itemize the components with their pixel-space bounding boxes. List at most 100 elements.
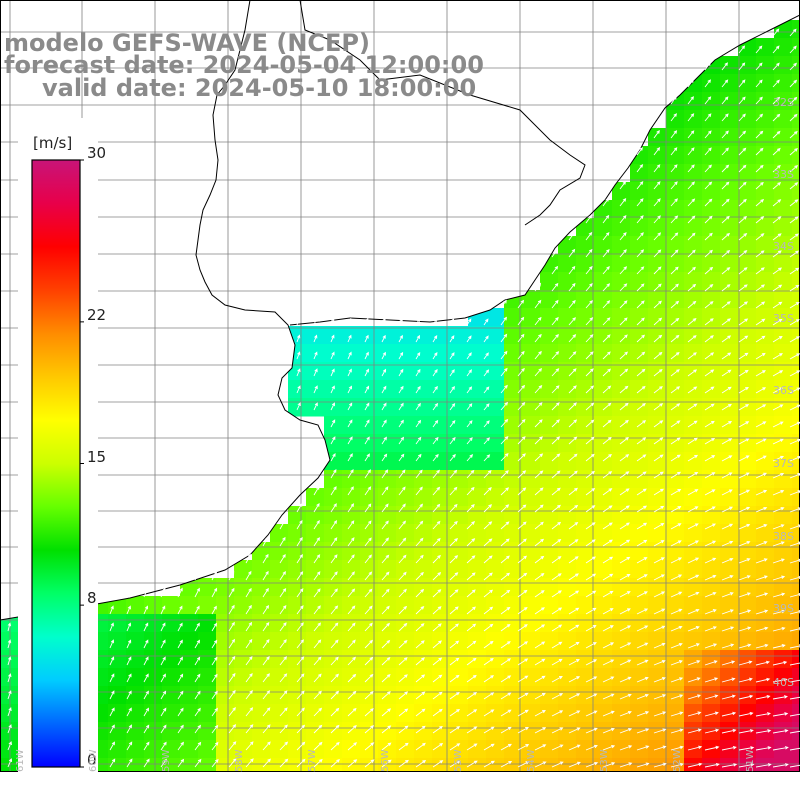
wind-arrow	[670, 113, 678, 122]
wind-cell	[504, 650, 523, 669]
latitude-label: 35S	[773, 312, 794, 325]
wind-cell	[666, 650, 685, 669]
wind-cell	[792, 74, 800, 93]
wind-cell	[720, 704, 739, 723]
wind-arrow	[398, 503, 406, 513]
wind-arrow	[619, 300, 628, 309]
wind-arrow	[789, 233, 799, 241]
wind-cell	[738, 218, 757, 237]
wind-arrow	[449, 436, 456, 445]
wind-arrow	[738, 711, 754, 717]
wind-arrow	[534, 350, 542, 360]
wind-cell	[576, 236, 595, 255]
wind-cell	[360, 704, 379, 723]
wind-arrow	[755, 130, 764, 139]
wind-cell	[324, 542, 343, 561]
wind-arrow	[517, 555, 528, 564]
wind-arrow	[466, 469, 475, 479]
wind-arrow	[347, 639, 356, 649]
wind-arrow	[568, 556, 579, 564]
wind-arrow	[772, 678, 788, 683]
wind-arrow	[279, 758, 289, 768]
wind-arrow	[653, 386, 663, 394]
wind-arrow	[602, 385, 612, 394]
wind-arrow	[177, 587, 183, 598]
wind-arrow	[704, 130, 712, 139]
wind-cell	[216, 740, 235, 759]
wind-arrow	[789, 747, 800, 751]
wind-arrow	[500, 384, 508, 394]
wind-arrow	[228, 724, 237, 734]
wind-arrow	[364, 486, 372, 496]
wind-arrow	[517, 607, 528, 615]
wind-arrow	[619, 505, 630, 513]
wind-cell	[666, 470, 685, 489]
wind-cell	[738, 506, 757, 525]
wind-cell	[738, 74, 757, 93]
wind-arrow	[789, 353, 800, 360]
wind-arrow	[347, 317, 352, 326]
wind-cell	[342, 740, 361, 759]
wind-arrow	[653, 505, 665, 513]
wind-arrow	[517, 572, 528, 581]
wind-cell	[684, 236, 703, 255]
wind-cell	[126, 614, 145, 633]
wind-cell	[252, 686, 271, 705]
wind-arrow	[755, 575, 768, 581]
wind-arrow	[755, 729, 772, 734]
wind-cell	[342, 506, 361, 525]
wind-arrow	[704, 164, 712, 173]
wind-arrow	[398, 605, 408, 615]
wind-cell	[504, 452, 523, 471]
wind-arrow	[194, 690, 201, 700]
wind-arrow	[415, 469, 423, 479]
wind-cell	[540, 470, 559, 489]
wind-cell	[540, 398, 559, 417]
wind-cell	[756, 308, 775, 327]
wind-arrow	[568, 727, 581, 734]
wind-cell	[684, 578, 703, 597]
wind-arrow	[517, 675, 529, 683]
longitude-label: 53W	[599, 749, 610, 772]
wind-arrow	[738, 523, 751, 530]
wind-arrow	[330, 656, 339, 666]
wind-arrow	[483, 486, 492, 496]
wind-arrow	[721, 215, 730, 224]
wind-arrow	[245, 570, 252, 581]
wind-cell	[432, 326, 451, 345]
wind-arrow	[483, 589, 494, 598]
wind-cell	[378, 578, 397, 597]
colorbar-ramp	[31, 159, 81, 768]
wind-cell	[342, 650, 361, 669]
wind-cell	[162, 650, 181, 669]
wind-arrow	[330, 554, 338, 564]
wind-arrow	[687, 283, 697, 292]
wind-arrow	[721, 232, 731, 241]
wind-arrow	[347, 453, 353, 462]
wind-arrow	[483, 606, 494, 615]
colorbar-tick-label: 0	[87, 751, 97, 769]
wind-arrow	[772, 370, 784, 377]
wind-arrow	[687, 198, 696, 207]
wind-cell	[324, 614, 343, 633]
wind-arrow	[364, 759, 375, 768]
wind-cell	[504, 380, 523, 399]
wind-cell	[774, 686, 793, 705]
wind-cell	[738, 614, 757, 633]
wind-arrow	[534, 538, 545, 547]
wind-cell	[360, 398, 379, 417]
wind-cell	[252, 560, 271, 579]
wind-arrow	[653, 129, 660, 139]
wind-cell	[594, 236, 613, 255]
wind-arrow	[194, 758, 202, 768]
wind-arrow	[755, 643, 769, 649]
wind-arrow	[466, 692, 477, 700]
wind-arrow	[432, 537, 441, 547]
wind-arrow	[194, 656, 201, 666]
wind-cell	[612, 272, 631, 291]
wind-arrow	[415, 588, 425, 598]
wind-arrow	[585, 505, 596, 513]
wind-arrow	[347, 707, 357, 717]
wind-arrow	[330, 639, 339, 649]
wind-arrow	[704, 437, 716, 445]
